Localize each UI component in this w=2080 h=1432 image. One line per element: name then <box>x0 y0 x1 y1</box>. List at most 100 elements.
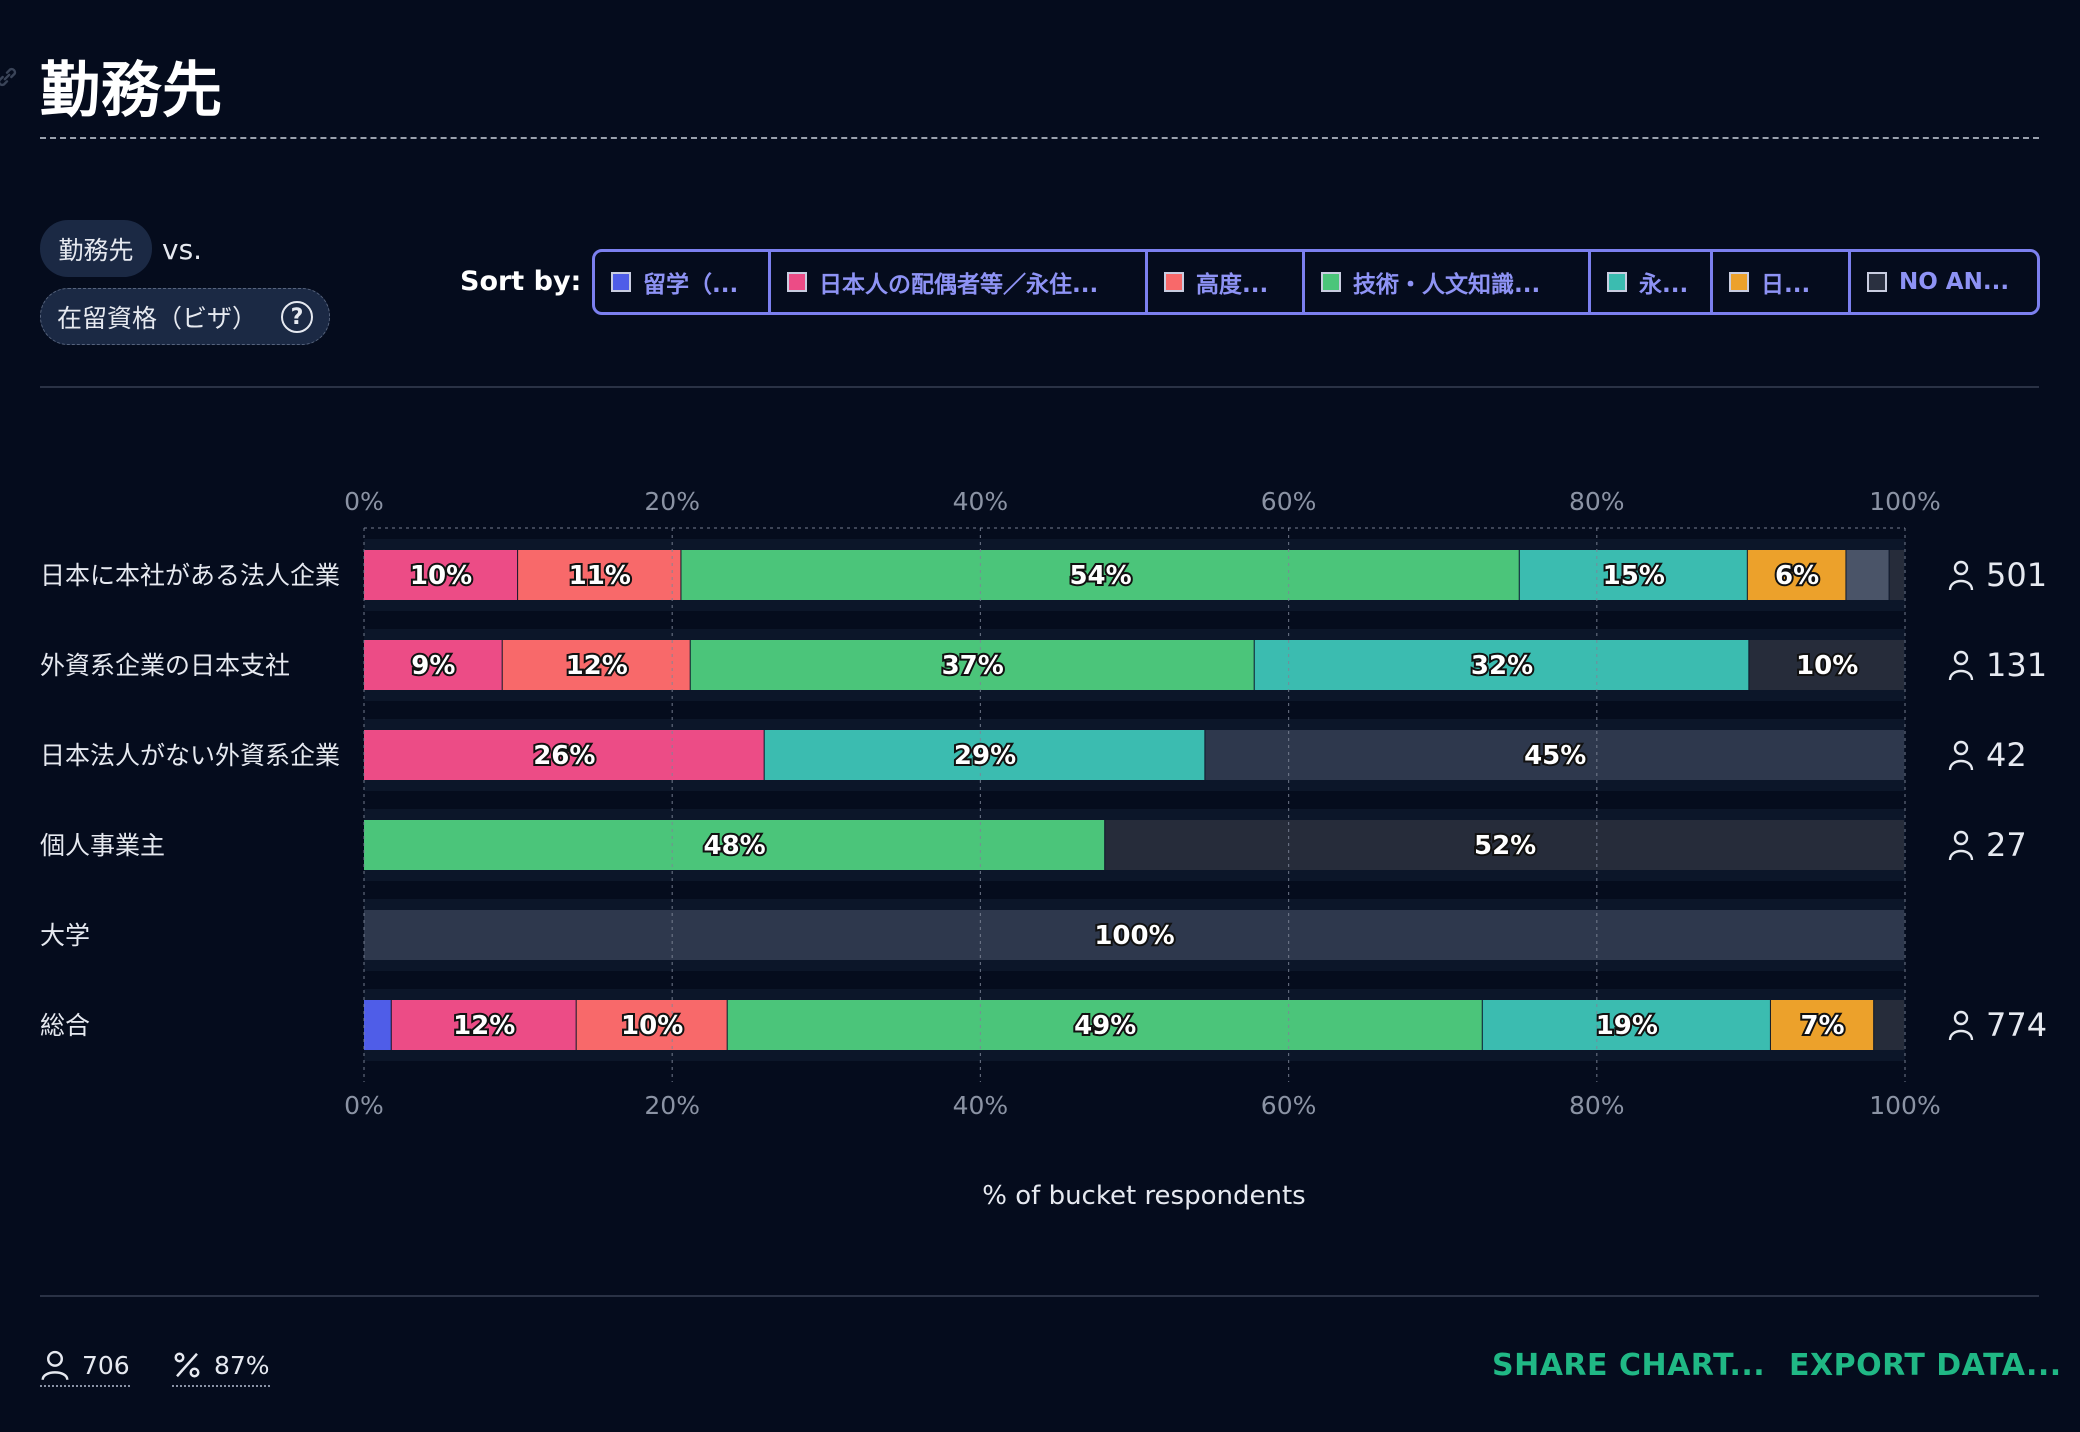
link-icon[interactable] <box>0 64 20 90</box>
category-label: 日本に本社がある法人企業 <box>40 561 340 590</box>
share-chart-button[interactable]: SHARE CHART... <box>1492 1348 1766 1383</box>
bar-segment <box>364 910 1904 960</box>
x-tick-label-top: 20% <box>644 487 700 516</box>
percent-value: 87% <box>214 1350 270 1380</box>
x-axis-title: % of bucket respondents <box>982 1181 1305 1211</box>
person-icon <box>1948 1010 1974 1041</box>
sort-by-segments: 留学（... 日本人の配偶者等／永住... 高度... 技術・人文知識... 永… <box>592 249 2040 315</box>
sort-option-label: 日... <box>1761 272 1811 298</box>
header-divider <box>40 386 2039 388</box>
bar-segment <box>1482 1000 1770 1050</box>
bar-segment <box>1254 640 1749 690</box>
data-label: 11% <box>569 561 631 591</box>
bar-segment <box>1519 550 1747 600</box>
swatch-icon <box>1729 272 1749 292</box>
sort-option-label: 高度... <box>1196 272 1269 298</box>
data-label: 12% <box>453 1011 515 1041</box>
person-icon <box>1948 740 1974 771</box>
data-label: 100% <box>1094 921 1174 951</box>
x-tick-label-bottom: 80% <box>1569 1091 1625 1120</box>
data-label: 45% <box>1524 741 1586 771</box>
data-label: 9% <box>411 651 455 681</box>
person-icon <box>1948 650 1974 681</box>
stacked-bar-chart: 10% 11% 54% 15% 6% 9% 12% 37% 32% 10% 26% 29% 45% 48%… <box>40 487 2047 1211</box>
data-label: 48% <box>703 831 765 861</box>
x-tick-label-bottom: 0% <box>344 1091 384 1120</box>
category-label: 外資系企業の日本支社 <box>40 651 290 680</box>
bar-segment <box>364 640 502 690</box>
compare-pill[interactable]: 在留資格（ビザ） ? <box>40 288 330 345</box>
respondent-count: 42 <box>1986 736 2027 774</box>
sort-option-ei[interactable]: 永... <box>1591 252 1713 312</box>
respondent-count: 27 <box>1986 826 2027 864</box>
swatch-icon <box>1321 272 1341 292</box>
data-label: 7% <box>1800 1011 1844 1041</box>
bar-segment <box>1105 820 1904 870</box>
data-label: 10% <box>410 561 472 591</box>
bar-segment <box>1874 1000 1904 1050</box>
respondent-count: 501 <box>1986 556 2047 594</box>
data-label: 32% <box>1471 651 1533 681</box>
sort-option-label: NO AN... <box>1899 269 2010 295</box>
sort-option-label: 技術・人文知識... <box>1353 272 1541 298</box>
data-label: 10% <box>621 1011 683 1041</box>
compare-pill-label: 在留資格（ビザ） <box>57 303 258 333</box>
data-label: 19% <box>1596 1011 1658 1041</box>
sort-option-haigusha[interactable]: 日本人の配偶者等／永住... <box>771 252 1148 312</box>
category-label: 大学 <box>40 921 90 950</box>
respondent-count: 774 <box>1986 1006 2047 1044</box>
person-icon <box>1948 830 1974 861</box>
sort-by-label: Sort by: <box>460 266 582 297</box>
sort-option-gijutsu[interactable]: 技術・人文知識... <box>1305 252 1591 312</box>
sort-option-kodo[interactable]: 高度... <box>1148 252 1305 312</box>
bar-segment <box>681 550 1519 600</box>
sort-option-no-answer[interactable]: NO AN... <box>1851 252 2037 312</box>
swatch-icon <box>787 272 807 292</box>
category-label: 個人事業主 <box>40 831 165 860</box>
x-tick-label-bottom: 20% <box>644 1091 700 1120</box>
bar-segment <box>690 640 1254 690</box>
data-label: 49% <box>1074 1011 1136 1041</box>
swatch-icon <box>1164 272 1184 292</box>
x-tick-label-top: 0% <box>344 487 384 516</box>
bar-segment <box>518 550 681 600</box>
category-label: 日本法人がない外資系企業 <box>40 741 340 770</box>
export-data-button[interactable]: EXPORT DATA... <box>1789 1348 2062 1383</box>
data-label: 29% <box>954 741 1016 771</box>
sort-option-ryugaku[interactable]: 留学（... <box>595 252 771 312</box>
data-label: 6% <box>1775 561 1819 591</box>
sort-option-label: 留学（... <box>643 272 739 298</box>
bar-segment <box>502 640 690 690</box>
vs-label: vs. <box>162 233 203 266</box>
bar-segment <box>727 1000 1482 1050</box>
data-label: 52% <box>1474 831 1536 861</box>
bar-segment <box>1846 550 1889 600</box>
x-tick-label-bottom: 100% <box>1869 1091 1940 1120</box>
sort-option-nichi[interactable]: 日... <box>1713 252 1851 312</box>
sort-option-label: 永... <box>1639 272 1689 298</box>
bar-segment <box>1205 730 1904 780</box>
bar-segment <box>1749 640 1904 690</box>
percent-stat[interactable]: 87% <box>172 1345 270 1387</box>
data-label: 54% <box>1069 561 1131 591</box>
bar-segment <box>764 730 1205 780</box>
x-tick-label-top: 100% <box>1869 487 1940 516</box>
x-tick-label-top: 60% <box>1261 487 1317 516</box>
percent-icon <box>174 1352 200 1378</box>
swatch-icon <box>1867 272 1887 292</box>
question-pill[interactable]: 勤務先 <box>40 220 152 277</box>
help-icon[interactable]: ? <box>281 301 313 333</box>
x-tick-label-top: 80% <box>1569 487 1625 516</box>
bar-segment <box>1770 1000 1874 1050</box>
bar-segment <box>1747 550 1846 600</box>
bar-segment <box>364 1000 391 1050</box>
bar-segment <box>364 550 518 600</box>
respondents-stat[interactable]: 706 <box>40 1345 130 1387</box>
title-divider <box>40 137 2039 139</box>
data-label: 15% <box>1603 561 1665 591</box>
data-label: 10% <box>1796 651 1858 681</box>
data-label: 12% <box>566 651 628 681</box>
bar-segment <box>364 730 764 780</box>
data-label: 26% <box>533 741 595 771</box>
swatch-icon <box>611 272 631 292</box>
